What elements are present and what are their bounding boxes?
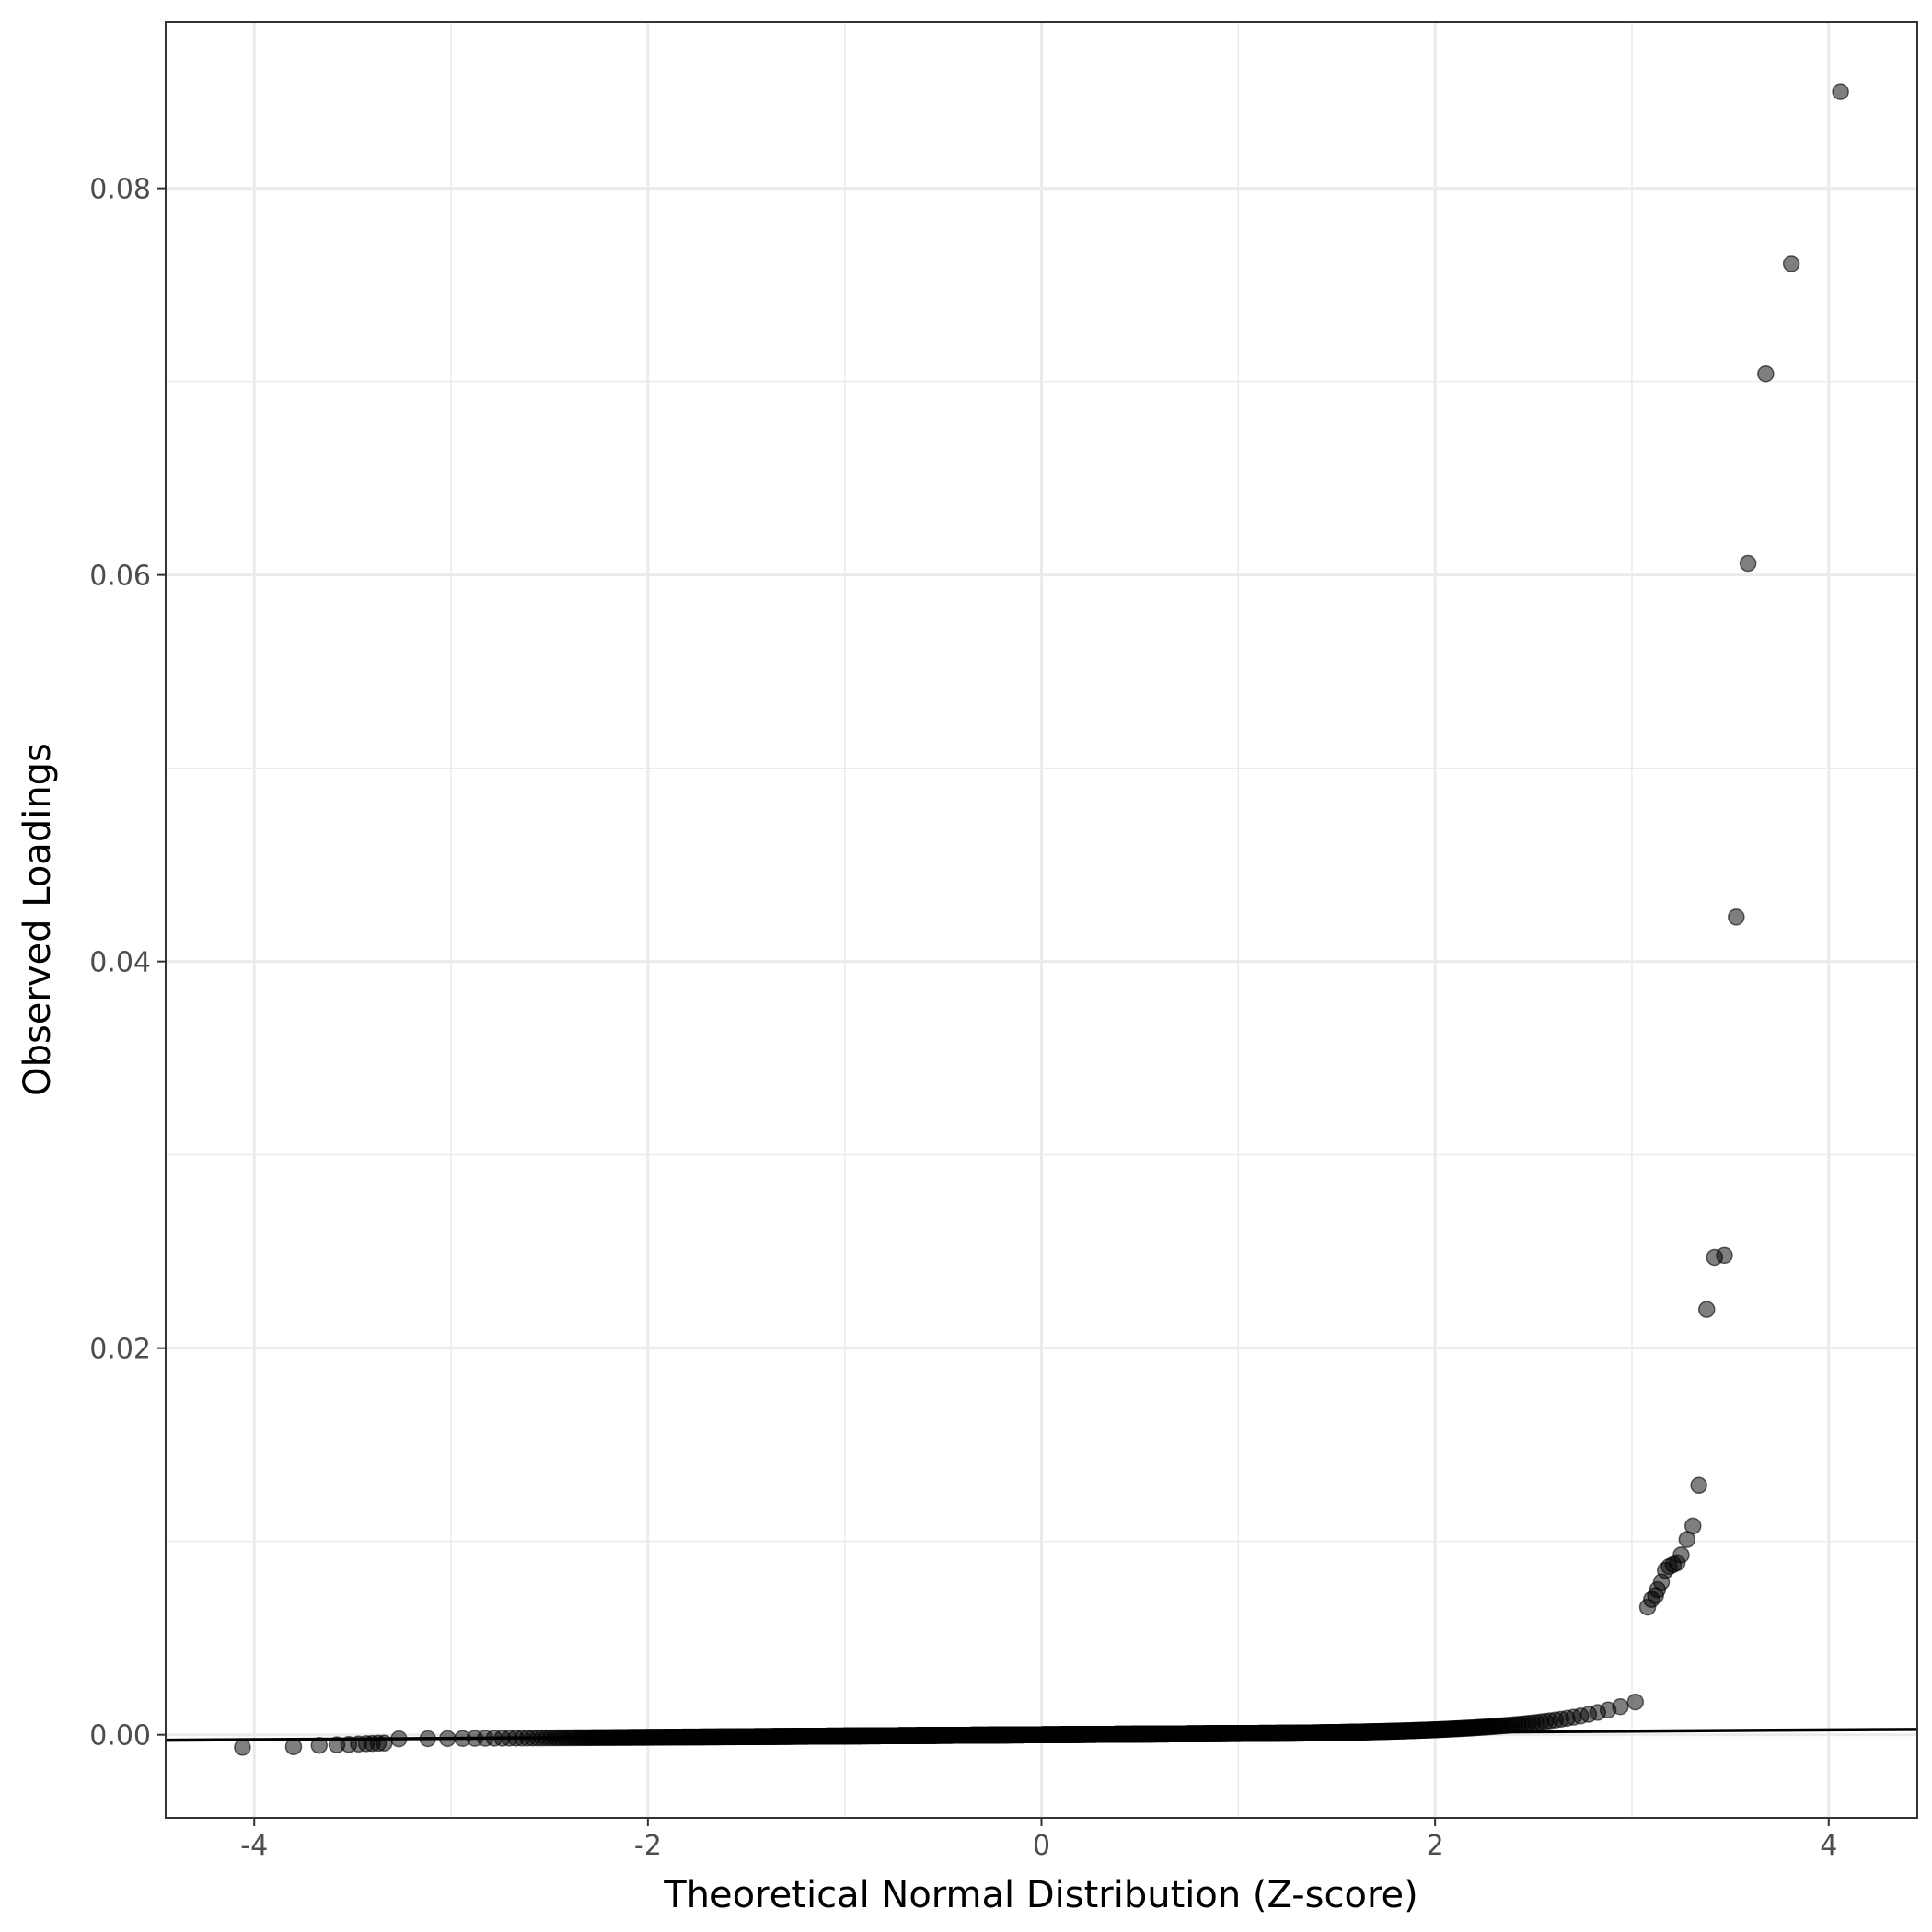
data-point (390, 1730, 408, 1748)
data-point (1672, 1546, 1690, 1564)
data-point (419, 1730, 437, 1748)
y-tick-label: 0.00 (89, 1720, 151, 1753)
data-point (438, 1730, 457, 1748)
y-axis-title: Observed Loadings (17, 743, 59, 1096)
x-tick-label: -4 (240, 1830, 268, 1862)
data-point (1626, 1693, 1645, 1711)
data-point (310, 1736, 329, 1754)
data-point (1690, 1476, 1707, 1495)
x-tick-label: -2 (634, 1830, 662, 1862)
data-point (1697, 1301, 1716, 1318)
data-point (1782, 255, 1800, 272)
data-point (376, 1734, 393, 1752)
y-tick-label: 0.08 (89, 174, 151, 206)
x-tick-label: 0 (1033, 1830, 1050, 1862)
data-point (234, 1739, 251, 1756)
axis-ticks: -4 -2 0 2 4 0.00 0.02 0.04 0.06 0.08 (89, 174, 1837, 1862)
data-point (1832, 83, 1849, 100)
x-tick-label: 4 (1820, 1830, 1837, 1862)
y-tick-label: 0.06 (89, 561, 151, 593)
y-tick-label: 0.02 (89, 1334, 151, 1366)
data-point (1683, 1517, 1702, 1535)
x-tick-label: 2 (1427, 1830, 1444, 1862)
data-point (1612, 1697, 1629, 1716)
data-point (1739, 554, 1757, 573)
data-point (284, 1738, 303, 1755)
y-tick-label: 0.04 (89, 947, 151, 979)
x-axis-title: Theoretical Normal Distribution (Z-score… (663, 1874, 1418, 1916)
data-point (1728, 908, 1745, 926)
data-points (234, 83, 1849, 1756)
data-point (1716, 1246, 1733, 1265)
data-point (1757, 364, 1775, 383)
